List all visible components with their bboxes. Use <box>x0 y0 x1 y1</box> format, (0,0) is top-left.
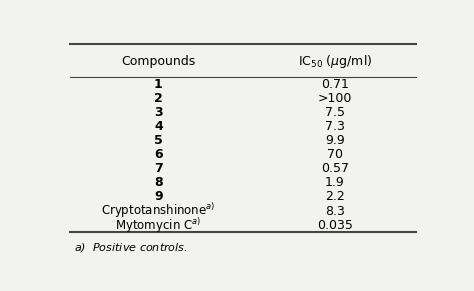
Text: 1: 1 <box>154 78 163 91</box>
Text: 70: 70 <box>327 148 343 161</box>
Text: 7.3: 7.3 <box>325 120 345 133</box>
Text: Mytomycin C$^{a)}$: Mytomycin C$^{a)}$ <box>115 216 201 235</box>
Text: 2: 2 <box>154 92 163 105</box>
Text: 0.57: 0.57 <box>321 162 349 175</box>
Text: Cryptotanshinone$^{a)}$: Cryptotanshinone$^{a)}$ <box>101 202 216 221</box>
Text: 2.2: 2.2 <box>325 191 345 203</box>
Text: >100: >100 <box>318 92 352 105</box>
Text: 6: 6 <box>154 148 163 161</box>
Text: 9.9: 9.9 <box>325 134 345 147</box>
Text: 4: 4 <box>154 120 163 133</box>
Text: 9: 9 <box>154 191 163 203</box>
Text: 3: 3 <box>154 106 163 119</box>
Text: $a$)  Positive controls.: $a$) Positive controls. <box>74 241 188 254</box>
Text: 7.5: 7.5 <box>325 106 345 119</box>
Text: 8: 8 <box>154 176 163 189</box>
Text: IC$_{50}$ ($\mu$g/ml): IC$_{50}$ ($\mu$g/ml) <box>298 53 372 70</box>
Text: 0.035: 0.035 <box>317 219 353 232</box>
Text: 8.3: 8.3 <box>325 205 345 217</box>
Text: Compounds: Compounds <box>121 55 196 68</box>
Text: 5: 5 <box>154 134 163 147</box>
Text: 7: 7 <box>154 162 163 175</box>
Text: 1.9: 1.9 <box>325 176 345 189</box>
Text: 0.71: 0.71 <box>321 78 349 91</box>
